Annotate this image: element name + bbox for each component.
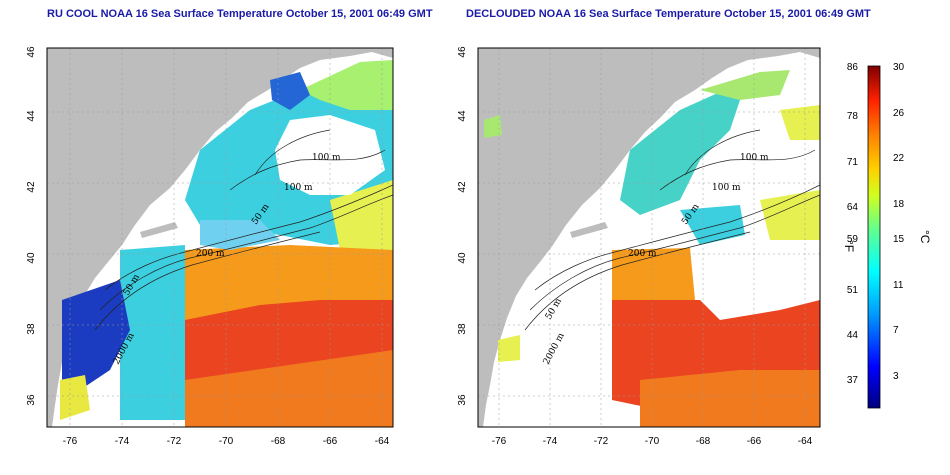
celsius-tick: 3	[893, 371, 899, 382]
left-lon-tick: -64	[375, 436, 390, 447]
fahrenheit-tick: 59	[847, 234, 859, 245]
left-lon-ticks: -76 -74 -72 -70 -68 -66 -64	[63, 436, 390, 447]
right-lat-tick: 40	[457, 252, 468, 264]
left-lat-tick: 38	[26, 323, 37, 335]
left-lat-tick: 36	[26, 394, 37, 406]
right-lon-tick: -68	[696, 436, 711, 447]
right-lon-tick: -66	[747, 436, 762, 447]
left-bathy-label-100m-b: 100 m	[284, 183, 313, 193]
fahrenheit-tick: 51	[847, 285, 859, 296]
left-bathy-label-200m: 200 m	[196, 249, 225, 259]
right-long-island	[570, 222, 608, 238]
colorbar-gradient	[867, 65, 881, 409]
left-lat-ticks: 46 44 42 40 38 36	[26, 46, 37, 406]
fahrenheit-tick: 37	[847, 375, 859, 386]
left-bathymetry-contours	[94, 129, 393, 331]
right-lon-tick: -74	[543, 436, 558, 447]
left-map-frame	[46, 47, 394, 428]
left-graticule	[47, 48, 393, 427]
left-sst-field	[60, 60, 393, 427]
right-lon-tick: -64	[798, 436, 813, 447]
left-lat-tick: 40	[26, 252, 37, 264]
celsius-ticks: 30 26 22 18 15 11 7 3	[893, 62, 905, 382]
left-lon-tick: -68	[271, 436, 286, 447]
right-map-panel	[478, 48, 820, 427]
right-sst-field	[484, 70, 820, 427]
right-bathy-label-100m-a: 100 m	[740, 153, 769, 163]
right-lat-tick: 42	[457, 181, 468, 193]
celsius-tick: 18	[893, 199, 905, 210]
fahrenheit-tick: 86	[847, 62, 859, 73]
fahrenheit-ticks: 86 78 71 64 59 51 44 37	[847, 62, 859, 386]
fahrenheit-tick: 64	[847, 202, 859, 213]
right-lat-tick: 38	[457, 323, 468, 335]
left-bathy-label-100m-a: 100 m	[312, 153, 341, 163]
left-lon-tick: -76	[63, 436, 78, 447]
fahrenheit-tick: 71	[847, 157, 859, 168]
left-lon-tick: -74	[115, 436, 130, 447]
left-lat-tick: 42	[26, 181, 37, 193]
temperature-colorbar: 86 78 71 64 59 51 44 37 30 26 22 18 15 1…	[842, 62, 932, 409]
left-map-panel	[47, 48, 393, 427]
left-lon-tick: -72	[167, 436, 182, 447]
left-lat-tick: 46	[26, 46, 37, 58]
left-lat-tick: 44	[26, 110, 37, 122]
celsius-tick: 15	[893, 234, 905, 245]
celsius-tick: 26	[893, 108, 905, 119]
right-lon-ticks: -76 -74 -72 -70 -68 -66 -64	[492, 436, 813, 447]
celsius-tick: 30	[893, 62, 905, 73]
left-map-title: RU COOL NOAA 16 Sea Surface Temperature …	[47, 8, 433, 20]
left-lon-tick: -70	[219, 436, 234, 447]
right-bathy-label-100m-b: 100 m	[712, 183, 741, 193]
right-map-title: DECLOUDED NOAA 16 Sea Surface Temperatur…	[466, 8, 871, 20]
right-lon-tick: -70	[645, 436, 660, 447]
celsius-unit-label: °C	[918, 230, 932, 244]
right-lat-tick: 46	[457, 46, 468, 58]
fahrenheit-tick: 44	[847, 330, 859, 341]
right-map-frame	[477, 47, 821, 428]
fahrenheit-unit-label: °F	[842, 240, 856, 252]
right-lat-ticks: 46 44 42 40 38 36	[457, 46, 468, 406]
fahrenheit-tick: 78	[847, 111, 859, 122]
celsius-tick: 11	[893, 280, 904, 291]
celsius-tick: 7	[893, 325, 899, 336]
right-land-mass	[478, 48, 820, 427]
left-long-island	[140, 222, 178, 238]
right-lat-tick: 44	[457, 110, 468, 122]
right-bathy-label-200m: 200 m	[628, 249, 657, 259]
left-lon-tick: -66	[323, 436, 338, 447]
left-land-mass	[47, 48, 393, 427]
right-lat-tick: 36	[457, 394, 468, 406]
right-graticule	[478, 48, 820, 427]
right-lon-tick: -76	[492, 436, 507, 447]
right-lon-tick: -72	[594, 436, 609, 447]
celsius-tick: 22	[893, 153, 905, 164]
